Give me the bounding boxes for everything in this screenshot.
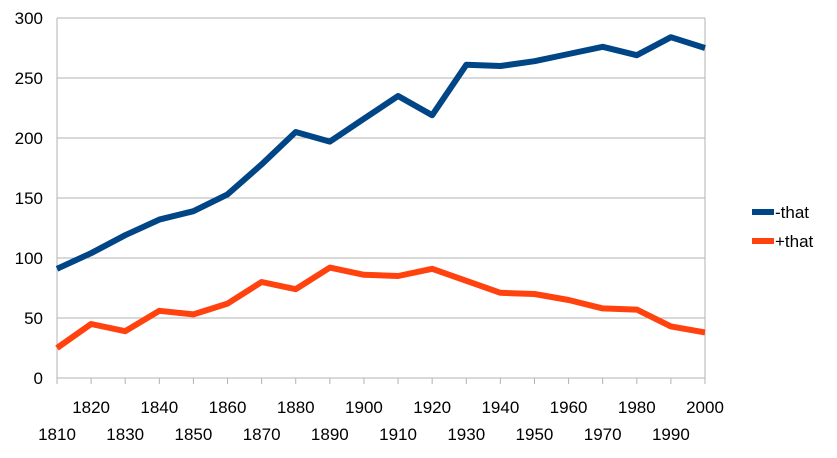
series-line-minus-that xyxy=(55,34,706,272)
legend: -that +that xyxy=(752,203,814,251)
x-tick-label: 1910 xyxy=(379,425,417,444)
gridlines xyxy=(57,17,705,379)
x-tick-label: 1940 xyxy=(481,398,519,417)
legend-label: +that xyxy=(775,232,814,251)
x-tick-label: 1970 xyxy=(584,425,622,444)
y-tick-label: 100 xyxy=(15,249,43,268)
x-tick-label: 1900 xyxy=(345,398,383,417)
x-tick-label: 2000 xyxy=(686,398,724,417)
x-tick-label: 1810 xyxy=(38,425,76,444)
series-line-plus-that xyxy=(55,264,706,351)
x-tick-label: 1950 xyxy=(516,425,554,444)
x-tick-label: 1860 xyxy=(209,398,247,417)
x-tick-label: 1830 xyxy=(106,425,144,444)
y-tick-label: 200 xyxy=(15,129,43,148)
x-tick-label: 1840 xyxy=(140,398,178,417)
x-tick-label: 1880 xyxy=(277,398,315,417)
x-tick-label: 1990 xyxy=(652,425,690,444)
y-tick-label: 150 xyxy=(15,189,43,208)
x-tick-label: 1980 xyxy=(618,398,656,417)
x-tick-label: 1960 xyxy=(550,398,588,417)
axes xyxy=(56,18,706,384)
tick-labels: 0 50 100 150 200 250 300 1820 1840 1860 1880 1900 19… xyxy=(15,9,724,444)
x-tick-label: 1850 xyxy=(175,425,213,444)
x-tick-label: 1920 xyxy=(413,398,451,417)
x-tick-label: 1930 xyxy=(447,425,485,444)
y-tick-label: 50 xyxy=(24,309,43,328)
series-lines xyxy=(55,34,706,351)
legend-label: -that xyxy=(775,203,809,222)
y-tick-label: 0 xyxy=(34,369,43,388)
x-tick-label: 1870 xyxy=(243,425,281,444)
x-tick-label: 1890 xyxy=(311,425,349,444)
y-tick-label: 250 xyxy=(15,69,43,88)
x-tick-label: 1820 xyxy=(72,398,110,417)
y-tick-label: 300 xyxy=(15,9,43,28)
